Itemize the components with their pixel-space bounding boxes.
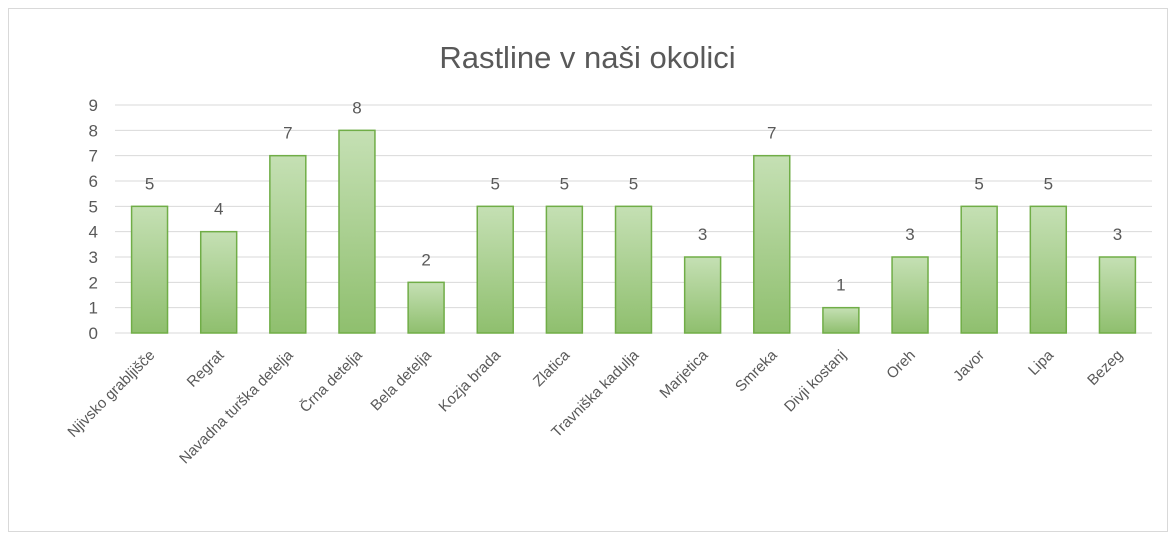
y-tick-label: 2 — [89, 273, 98, 292]
category-label: Lipa — [1025, 346, 1058, 379]
bar — [614, 205, 653, 334]
y-tick-label: 5 — [89, 197, 98, 216]
bar — [130, 205, 169, 334]
bar — [199, 230, 238, 334]
data-label: 5 — [629, 174, 638, 193]
category-label: Divji kostanj — [781, 347, 850, 416]
y-tick-label: 7 — [89, 147, 98, 166]
bar — [891, 256, 929, 334]
category-label: Bezeg — [1084, 347, 1126, 389]
y-tick-label: 0 — [89, 324, 98, 343]
category-label: Njivsko grabljišče — [64, 347, 158, 441]
bar — [545, 205, 584, 334]
data-label: 3 — [1113, 225, 1122, 244]
bars — [130, 129, 1137, 334]
category-label: Javor — [950, 347, 988, 385]
data-label: 5 — [145, 174, 154, 193]
category-label: Zlatica — [530, 346, 574, 390]
y-tick-label: 1 — [89, 299, 98, 318]
data-label: 3 — [698, 225, 707, 244]
category-label: Navadna turška detelja — [176, 346, 297, 467]
data-label: 5 — [974, 174, 983, 193]
data-label: 5 — [490, 174, 499, 193]
data-label: 7 — [283, 124, 292, 143]
y-tick-label: 6 — [89, 172, 98, 191]
data-label: 4 — [214, 200, 223, 219]
bar — [476, 205, 514, 334]
bar — [822, 306, 860, 334]
y-tick-label: 4 — [89, 223, 98, 242]
data-label: 1 — [836, 276, 845, 295]
category-label: Smreka — [732, 346, 781, 395]
bar — [1029, 205, 1068, 334]
category-label: Bela detelja — [367, 346, 435, 414]
category-label: Črna detelja — [297, 346, 367, 416]
data-label: 7 — [767, 124, 776, 143]
bar — [269, 154, 307, 334]
data-label: 3 — [905, 225, 914, 244]
y-tick-label: 3 — [89, 248, 98, 267]
category-label: Marjetica — [656, 346, 712, 402]
bar — [683, 256, 722, 334]
data-label: 5 — [1044, 174, 1053, 193]
bar — [1098, 256, 1137, 334]
bar — [753, 154, 791, 334]
data-label: 2 — [421, 250, 430, 269]
data-labels: 5 4 7 8 2 5 5 5 3 7 1 3 5 5 3 — [145, 98, 1122, 294]
bar — [960, 205, 998, 334]
bar — [338, 129, 376, 334]
category-label: Kozja brada — [435, 346, 504, 415]
data-label: 5 — [560, 174, 569, 193]
bar — [407, 281, 445, 334]
data-label: 8 — [352, 98, 361, 117]
y-tick-label: 9 — [89, 96, 98, 115]
y-axis-ticks: 0 1 2 3 4 5 6 7 8 9 — [89, 96, 98, 343]
chart-title: Rastline v naši okolici — [439, 40, 736, 75]
y-tick-label: 8 — [89, 121, 98, 140]
category-label: Oreh — [883, 347, 919, 383]
category-label: Regrat — [184, 346, 228, 390]
